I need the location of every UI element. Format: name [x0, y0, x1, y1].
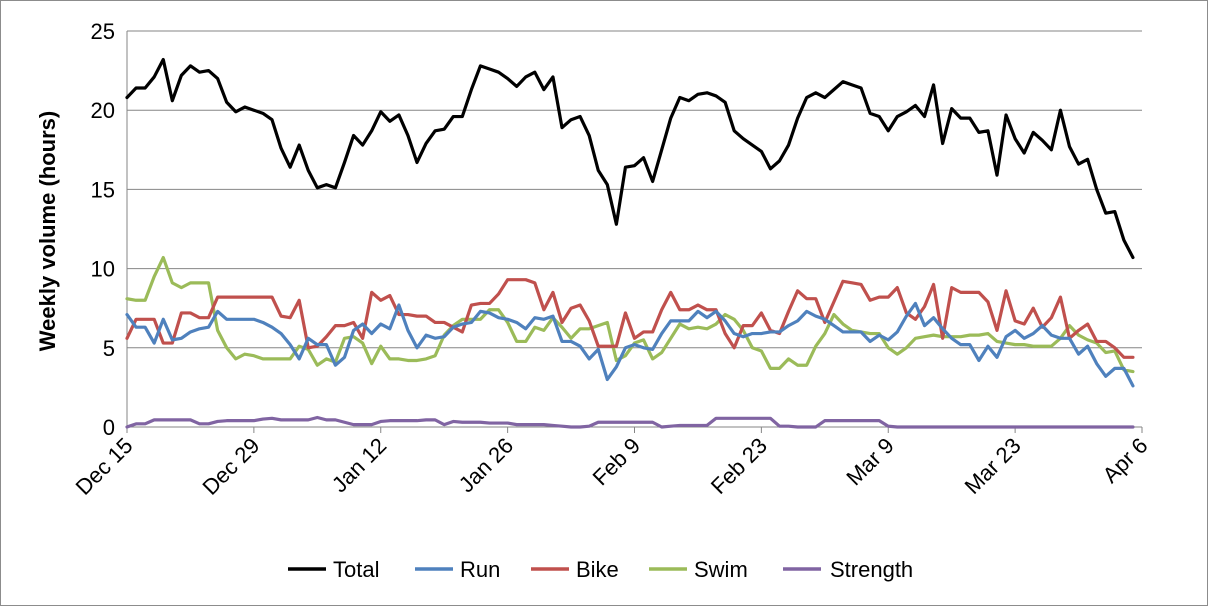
- series-lines: [125, 57, 1135, 429]
- series-line-total: [125, 57, 1135, 260]
- x-tick-label: Dec 29: [197, 433, 264, 500]
- series-line-strength: [125, 415, 1135, 429]
- gridlines: [127, 30, 1142, 349]
- x-tick-label: Jan 26: [454, 433, 518, 497]
- y-tick-label: 20: [91, 98, 115, 123]
- y-tick-label: 15: [91, 177, 115, 202]
- x-tick-label: Mar 23: [960, 433, 1026, 499]
- x-tick-label: Apr 6: [1098, 433, 1153, 488]
- legend-label-total: Total: [333, 557, 379, 582]
- y-tick-labels: 0 5 10 15 20 25: [91, 19, 115, 440]
- series-line-bike: [125, 278, 1135, 359]
- x-tick-label: Dec 15: [71, 433, 138, 500]
- legend-label-swim: Swim: [694, 557, 748, 582]
- y-tick-label: 0: [103, 415, 115, 440]
- legend: Total Run Bike Swim Strength: [288, 557, 913, 582]
- x-tick-label: Jan 12: [327, 433, 391, 497]
- series-line-run: [125, 301, 1135, 388]
- axes: [126, 31, 1143, 433]
- x-tick-labels: Dec 15 Dec 29 Jan 12 Jan 26 Feb 9 Feb 23 Mar 9…: [71, 433, 1153, 500]
- y-axis-title: Weekly volume (hours): [35, 111, 60, 351]
- y-tick-label: 5: [103, 336, 115, 361]
- y-tick-label: 25: [91, 19, 115, 44]
- y-tick-label: 10: [91, 257, 115, 282]
- x-tick-label: Feb 23: [706, 433, 772, 499]
- legend-label-strength: Strength: [830, 557, 913, 582]
- x-tick-label: Feb 9: [588, 433, 645, 490]
- legend-label-run: Run: [460, 557, 500, 582]
- x-tick-label: Mar 9: [841, 433, 898, 490]
- legend-label-bike: Bike: [576, 557, 619, 582]
